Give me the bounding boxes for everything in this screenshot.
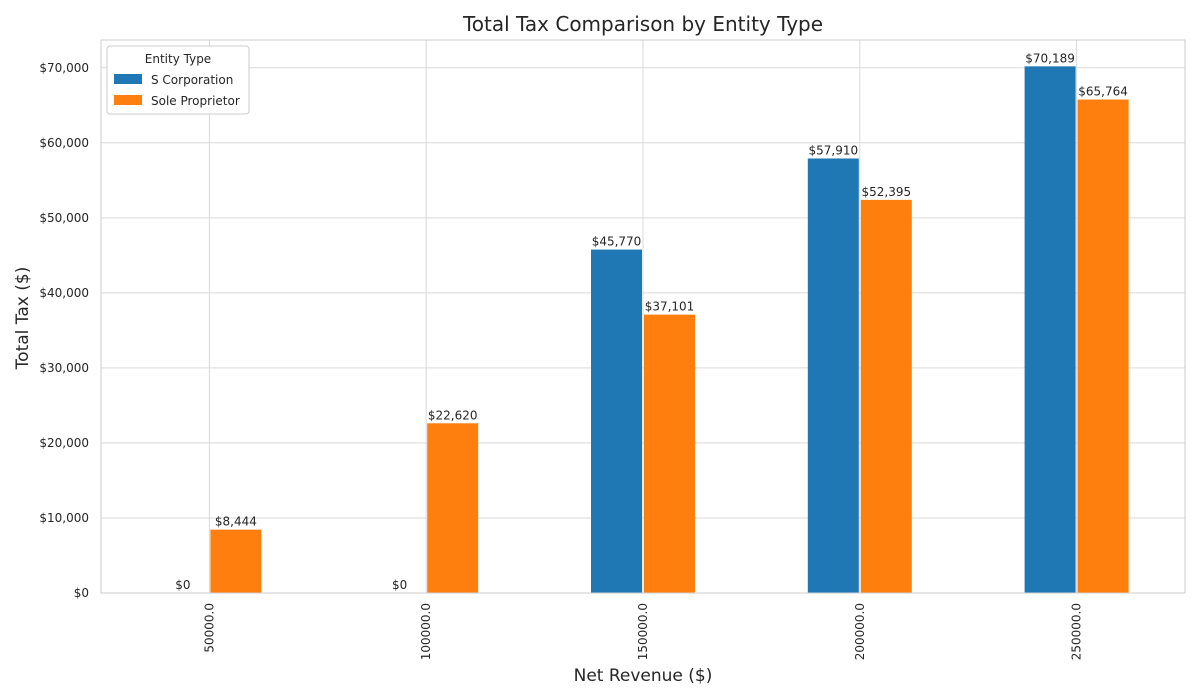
legend-label-s-corporation: S Corporation — [151, 73, 233, 87]
legend-label-sole-proprietor: Sole Proprietor — [151, 94, 240, 108]
y-tick-label: $60,000 — [39, 136, 89, 150]
bar-sole-proprietor — [860, 199, 912, 593]
y-tick-label: $0 — [74, 586, 89, 600]
legend: Entity Type S Corporation Sole Proprieto… — [106, 45, 250, 115]
y-tick-label: $20,000 — [39, 436, 89, 450]
data-label-sole-proprietor: $52,395 — [861, 185, 911, 199]
bar-sole-proprietor — [1077, 99, 1129, 593]
data-label-sole-proprietor: $37,101 — [645, 300, 695, 314]
bar-sole-proprietor — [210, 529, 262, 593]
data-label-sole-proprietor: $22,620 — [428, 408, 478, 422]
y-axis-label: Total Tax ($) — [13, 267, 33, 371]
y-tick-label: $70,000 — [39, 61, 89, 75]
y-tick-label: $40,000 — [39, 286, 89, 300]
data-label-s-corporation: $0 — [392, 578, 407, 592]
grid — [101, 40, 1185, 594]
y-tick-label: $30,000 — [39, 361, 89, 375]
data-label-s-corporation: $0 — [175, 578, 190, 592]
bar-sole-proprietor — [644, 314, 695, 593]
chart-title: Total Tax Comparison by Entity Type — [462, 12, 823, 36]
legend-title: Entity Type — [145, 52, 211, 66]
legend-swatch-sole-proprietor — [114, 95, 142, 105]
legend-swatch-s-corporation — [114, 74, 142, 84]
x-tick-label: 50000.0 — [202, 603, 216, 653]
data-label-sole-proprietor: $8,444 — [215, 515, 257, 529]
x-tick-label: 200000.0 — [853, 603, 867, 660]
y-tick-label: $50,000 — [39, 211, 89, 225]
legend-box — [106, 45, 250, 115]
data-label-s-corporation: $45,770 — [592, 235, 642, 249]
axes: $0 $10,000 $20,000 $30,000 $40,000 $50,000 $60… — [39, 39, 1186, 660]
bar-s-corporation — [807, 158, 859, 593]
x-tick-label: 100000.0 — [419, 603, 433, 660]
data-label-s-corporation: $57,910 — [808, 143, 858, 157]
bars — [210, 66, 1129, 593]
data-labels: $0 $0 $45,770 $57,910 $70,189 $8,444 $22,620 $3… — [175, 51, 1128, 592]
data-label-s-corporation: $70,189 — [1025, 51, 1075, 65]
x-tick-label: 250000.0 — [1070, 603, 1084, 660]
x-tick-label: 150000.0 — [636, 603, 650, 660]
plot-frame — [100, 39, 1186, 594]
bar-s-corporation — [591, 249, 642, 593]
x-axis-label: Net Revenue ($) — [574, 666, 713, 686]
y-tick-label: $10,000 — [39, 511, 89, 525]
bar-s-corporation — [1024, 66, 1076, 593]
data-label-sole-proprietor: $65,764 — [1078, 85, 1128, 99]
bar-sole-proprietor — [427, 423, 479, 593]
